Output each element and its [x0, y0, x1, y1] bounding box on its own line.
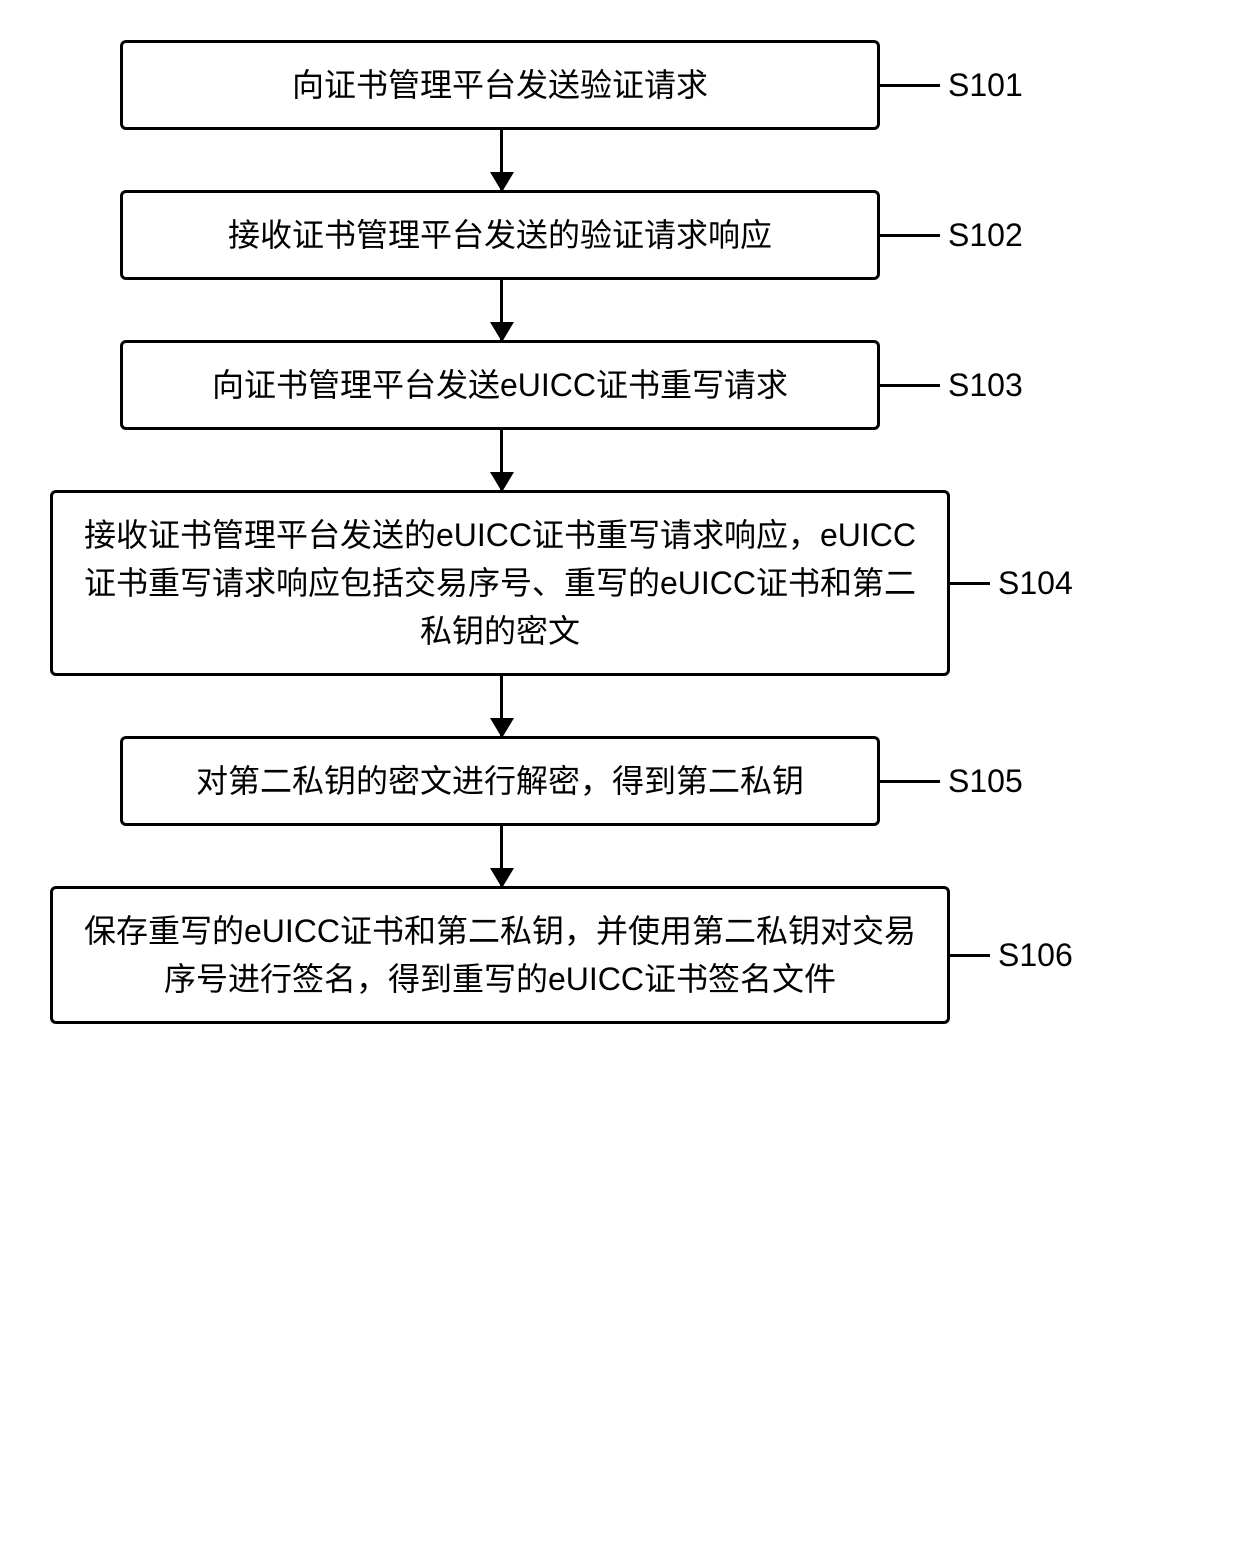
arrow-s101	[50, 130, 1190, 190]
connector-line	[950, 582, 990, 585]
arrow-s104	[50, 676, 1190, 736]
step-row-s103: 向证书管理平台发送eUICC证书重写请求 S103	[50, 340, 1190, 430]
step-row-s102: 接收证书管理平台发送的验证请求响应 S102	[50, 190, 1190, 280]
step-box-s103: 向证书管理平台发送eUICC证书重写请求	[120, 340, 880, 430]
step-box-s106: 保存重写的eUICC证书和第二私钥，并使用第二私钥对交易序号进行签名，得到重写的…	[50, 886, 950, 1024]
step-row-s105: 对第二私钥的密文进行解密，得到第二私钥 S105	[50, 736, 1190, 826]
step-box-s104: 接收证书管理平台发送的eUICC证书重写请求响应，eUICC证书重写请求响应包括…	[50, 490, 950, 676]
step-row-s104: 接收证书管理平台发送的eUICC证书重写请求响应，eUICC证书重写请求响应包括…	[50, 490, 1190, 676]
step-label-s104: S104	[998, 565, 1073, 602]
step-row-s106: 保存重写的eUICC证书和第二私钥，并使用第二私钥对交易序号进行签名，得到重写的…	[50, 886, 1190, 1024]
arrow-down-icon	[500, 280, 503, 340]
arrow-s103	[50, 430, 1190, 490]
step-label-s103: S103	[948, 367, 1023, 404]
connector-s105: S105	[880, 763, 1190, 800]
arrow-down-icon	[500, 676, 503, 736]
connector-line	[880, 234, 940, 237]
connector-s106: S106	[950, 937, 1190, 974]
arrow-down-icon	[500, 430, 503, 490]
step-row-s101: 向证书管理平台发送验证请求 S101	[50, 40, 1190, 130]
flowchart-container: 向证书管理平台发送验证请求 S101 接收证书管理平台发送的验证请求响应 S102 向证…	[50, 40, 1190, 1024]
step-label-s106: S106	[998, 937, 1073, 974]
connector-line	[950, 954, 990, 957]
step-box-s101: 向证书管理平台发送验证请求	[120, 40, 880, 130]
arrow-s102	[50, 280, 1190, 340]
step-box-s105: 对第二私钥的密文进行解密，得到第二私钥	[120, 736, 880, 826]
arrow-down-icon	[500, 826, 503, 886]
step-box-s102: 接收证书管理平台发送的验证请求响应	[120, 190, 880, 280]
connector-line	[880, 780, 940, 783]
connector-s102: S102	[880, 217, 1190, 254]
connector-s103: S103	[880, 367, 1190, 404]
connector-line	[880, 84, 940, 87]
arrow-s105	[50, 826, 1190, 886]
step-label-s101: S101	[948, 67, 1023, 104]
step-label-s105: S105	[948, 763, 1023, 800]
connector-s104: S104	[950, 565, 1190, 602]
connector-line	[880, 384, 940, 387]
connector-s101: S101	[880, 67, 1190, 104]
step-label-s102: S102	[948, 217, 1023, 254]
arrow-down-icon	[500, 130, 503, 190]
